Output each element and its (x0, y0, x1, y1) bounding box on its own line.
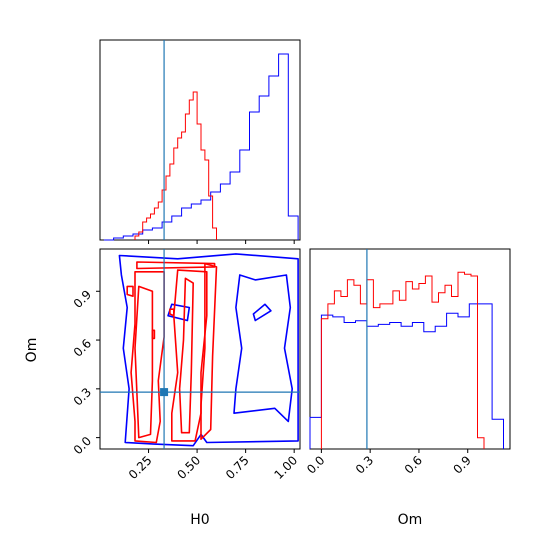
panel-hist-om (309, 248, 511, 450)
frame-hist-h0 (99, 39, 301, 241)
truth-marker (160, 388, 169, 397)
contour-red-5 (136, 261, 216, 270)
contour-lines (100, 249, 300, 449)
contour-blue-3 (167, 303, 191, 322)
contour-red-4 (200, 262, 218, 440)
hist-h0-red-series (134, 91, 217, 240)
contour-blue-1 (233, 274, 293, 423)
hist-om-blue-series (309, 303, 504, 449)
contour-blue-0 (118, 253, 299, 447)
xlabel-om: Om (398, 512, 423, 528)
hist-om-red-series (320, 271, 485, 449)
contour-red-8 (151, 329, 156, 340)
contour-red-3 (178, 277, 194, 434)
frame-hist-om (309, 248, 511, 450)
hist-h0-blue-series (103, 53, 299, 241)
ylabel-om: Om (24, 338, 40, 363)
contour-red-7 (169, 308, 175, 317)
contour-blue-2 (252, 303, 272, 322)
panel-hist-h0 (99, 39, 301, 241)
panel-contour (99, 248, 301, 450)
contour-red-2 (171, 269, 208, 442)
xlabel-h0: H0 (190, 512, 209, 528)
contour-red-1 (134, 285, 154, 439)
contour-red-6 (126, 285, 134, 297)
frame-contour (99, 248, 301, 450)
